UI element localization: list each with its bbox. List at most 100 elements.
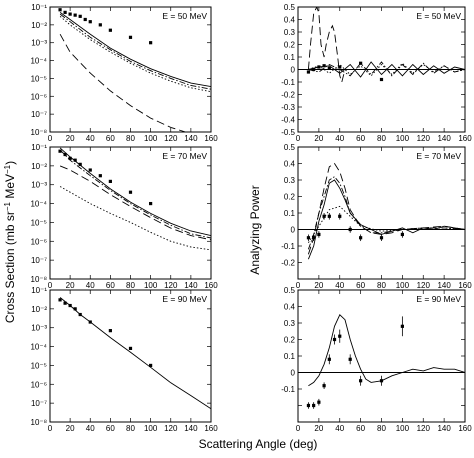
x-tick-label: 140 [184, 424, 198, 433]
y-tick-label: 10⁻⁵ [31, 218, 47, 227]
panels-layer: 0 20 40 60 80 100 120 140 160 10⁻⁸ 10⁻⁷ 10⁻⁶ 10⁻⁵ 10⁻… [30, 3, 472, 433]
x-tick-label: 140 [184, 134, 198, 143]
y-tick-label: 0.2 [284, 193, 296, 202]
y-tick-label: 0.3 [284, 176, 296, 185]
data-point [338, 65, 342, 69]
y-tick-label: 10⁻⁶ [31, 92, 47, 101]
energy-label: E = 50 MeV [416, 11, 461, 21]
x-tick-label: 40 [86, 134, 95, 143]
data-point [128, 35, 133, 39]
energy-label: E = 70 MeV [162, 151, 207, 161]
x-tick-label: 120 [164, 281, 178, 290]
y-tick-label: 0.3 [284, 28, 296, 37]
series-line-dashdot [59, 149, 211, 239]
x-tick-label: 80 [377, 281, 386, 290]
data-point [306, 403, 311, 408]
y-tick-label: 10⁻⁷ [31, 399, 47, 408]
y-tick-label: 10⁻⁶ [31, 237, 47, 246]
panel-frame [49, 6, 212, 133]
panel-ap70: 0 20 40 60 80 100 120 140 160 -0.2 -0.1 0 0.1 0.2 0.3 0… [281, 143, 472, 290]
y-tick-label: 10⁻⁵ [31, 74, 47, 83]
energy-label: E = 90 MeV [162, 294, 207, 304]
x-tick-label: 60 [106, 281, 115, 290]
y-tick-label: 10⁻² [31, 21, 47, 30]
y-tick-label: 0.5 [284, 3, 296, 12]
data-point [312, 403, 316, 408]
x-tick-label: 160 [204, 424, 218, 433]
series-line-solid [59, 12, 211, 88]
x-axis-title: Scattering Angle (deg) [199, 437, 318, 451]
left-y-axis-title-exp2: −1 [3, 164, 12, 174]
x-tick-label: 80 [126, 424, 135, 433]
y-tick-label: 0.1 [284, 53, 296, 62]
y-tick-label: -0.4 [281, 116, 295, 125]
data-point [306, 236, 311, 240]
series-group [307, 7, 465, 84]
data-point [68, 12, 72, 16]
data-point [348, 357, 352, 361]
x-tick-label: 0 [48, 424, 53, 433]
series-group [308, 314, 465, 387]
data-point [58, 298, 62, 302]
data-point [149, 201, 153, 206]
y-tick-label: 10⁻⁷ [31, 256, 47, 265]
y-tick-label: 0.1 [284, 209, 296, 218]
data-point [312, 67, 316, 72]
y-tick-label: 0.3 [284, 319, 296, 328]
data-point [359, 61, 363, 65]
series-line-solid [307, 179, 465, 260]
x-tick-label: 160 [458, 134, 472, 143]
data-point [312, 236, 316, 240]
x-tick-label: 40 [335, 424, 344, 433]
y-tick-label: 10⁻³ [31, 324, 47, 333]
data-point [63, 301, 67, 305]
x-tick-label: 60 [106, 134, 115, 143]
data-point [98, 174, 102, 178]
x-tick-label: 160 [204, 134, 218, 143]
x-tick-label: 0 [296, 134, 301, 143]
series-line-dashdot [59, 13, 211, 90]
data-point [348, 227, 352, 232]
y-tick-label: -0.5 [281, 128, 295, 137]
data-point [359, 236, 363, 240]
x-tick-label: 20 [66, 134, 75, 143]
x-tick-label: 160 [458, 424, 472, 433]
x-tick-label: 20 [314, 134, 323, 143]
y-tick-label: 10⁻¹ [31, 143, 47, 152]
x-tick-label: 160 [458, 281, 472, 290]
y-tick-label: -0.1 [281, 242, 295, 251]
x-tick-label: 40 [86, 424, 95, 433]
x-tick-label: 100 [144, 424, 158, 433]
x-tick-label: 100 [396, 424, 410, 433]
data-point [73, 307, 77, 311]
y-tick-label: 0.2 [284, 41, 296, 50]
right-y-axis-title: Analyzing Power [248, 185, 262, 274]
data-point [108, 329, 112, 333]
x-tick-label: 0 [48, 281, 53, 290]
x-tick-label: 60 [356, 281, 365, 290]
series-group [59, 147, 211, 251]
x-tick-label: 140 [184, 281, 198, 290]
data-point [98, 23, 102, 27]
x-tick-label: 20 [314, 281, 323, 290]
x-tick-label: 120 [164, 134, 178, 143]
y-tick-label: -0.3 [281, 103, 295, 112]
data-point [338, 214, 342, 218]
panel-frame [297, 289, 466, 423]
data-point [58, 8, 62, 12]
series-group [307, 162, 465, 260]
data-point [379, 77, 384, 82]
data-point [327, 66, 331, 70]
data-point [317, 65, 321, 69]
x-tick-label: 80 [377, 424, 386, 433]
data-point [108, 179, 112, 183]
data-point [379, 236, 384, 240]
x-tick-label: 120 [417, 134, 431, 143]
data-point [108, 28, 112, 32]
y-tick-label: -0.1 [281, 385, 295, 394]
y-tick-label: 10⁻¹ [31, 286, 47, 295]
x-tick-label: 20 [66, 281, 75, 290]
data-point [88, 20, 92, 24]
y-tick-label: 10⁻² [31, 305, 47, 314]
series-line-dashed [59, 33, 187, 132]
